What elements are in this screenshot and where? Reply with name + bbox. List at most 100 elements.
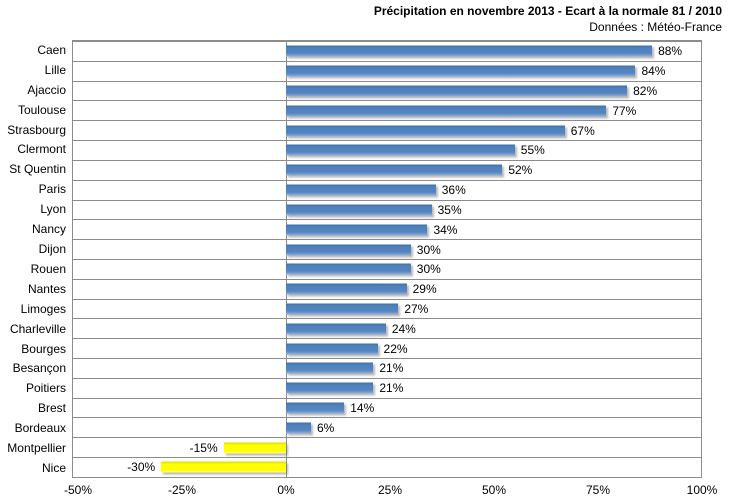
bar-brest [286,402,345,414]
x-tick-neg25pct: -25% [167,483,197,497]
x-tick-100pct: 100% [686,483,718,497]
category-label-st-quentin: St Quentin [9,162,66,177]
bar-limoges [286,303,399,315]
category-label-poitiers: Poitiers [25,381,66,396]
chart-row-nice: -30% [73,457,701,477]
category-label-brest: Brest [37,401,66,416]
bar-nancy [286,224,428,236]
category-label-dijon: Dijon [38,242,66,257]
x-tick-25pct: 25% [377,483,403,497]
value-axis-labels: -50% -25% 0% 25% 50% 75% 100% [0,483,730,499]
value-label-limoges: 27% [404,301,429,316]
bar-st-quentin [286,164,503,176]
value-label-lille: 84% [641,64,666,79]
category-label-rouen: Rouen [30,261,66,276]
bar-ajaccio [286,85,628,97]
category-label-charleville: Charleville [9,321,66,336]
bar-nice [161,461,286,473]
chart-row-strasbourg: 67% [73,120,701,140]
category-label-nice: Nice [41,460,66,475]
value-label-rouen: 30% [416,262,441,277]
value-label-clermont: 55% [520,143,545,158]
bar-rouen [286,263,411,275]
chart-row-lille: 84% [73,60,701,81]
bar-paris [286,184,436,196]
category-label-bordeaux: Bordeaux [14,421,66,436]
x-tick-0pct: 0% [277,483,295,497]
chart-row-lyon: 35% [73,199,701,220]
chart-title-block: Précipitation en novembre 2013 - Ecart à… [374,3,722,35]
category-label-clermont: Clermont [17,142,66,157]
value-label-nice: -30% [127,460,156,475]
value-label-charleville: 24% [391,321,416,336]
category-label-nantes: Nantes [27,281,66,296]
chart-row-limoges: 27% [73,298,701,319]
bar-bordeaux [286,422,311,434]
bar-strasbourg [286,125,565,137]
value-label-caen: 88% [658,44,683,59]
bar-poitiers [286,382,374,394]
value-label-lyon: 35% [437,202,462,217]
value-label-nancy: 34% [433,222,458,237]
category-label-nancy: Nancy [31,222,66,237]
value-label-dijon: 30% [416,242,441,257]
chart-title: Précipitation en novembre 2013 - Ecart à… [373,4,722,18]
chart-row-caen: 88% [73,41,701,61]
chart-row-paris: 36% [73,179,701,200]
value-label-st-quentin: 52% [508,163,533,178]
chart-row-brest: 14% [73,397,701,418]
value-label-brest: 14% [350,401,375,416]
bar-clermont [286,144,515,156]
category-label-strasbourg: Strasbourg [7,122,66,137]
bar-lyon [286,204,432,216]
chart-row-charleville: 24% [73,318,701,338]
chart-row-besan-on: 21% [73,358,701,378]
value-label-bourges: 22% [383,341,408,356]
x-tick-50pct: 50% [481,483,507,497]
value-label-toulouse: 77% [612,103,637,118]
chart-row-nantes: 29% [73,278,701,299]
bar-montpellier [223,442,286,454]
chart-row-st-quentin: 52% [73,159,701,180]
category-label-caen: Caen [37,42,66,57]
category-label-paris: Paris [38,182,66,197]
bar-lille [286,65,636,77]
category-label-limoges: Limoges [20,301,66,316]
category-axis-labels: Caen Lille Ajaccio Toulouse Strasbourg Clermo… [0,40,66,478]
chart-row-bourges: 22% [73,338,701,358]
value-label-montpellier: -15% [189,440,218,455]
plot-area: 88% 84% 82% 77% 67% 55% 52% 36% 35% 34% 30% 30% 29% 2… [72,40,702,478]
bar-bourges [286,343,378,355]
bar-caen [286,45,653,57]
category-label-lyon: Lyon [40,202,66,217]
bar-toulouse [286,105,607,117]
x-tick-75pct: 75% [585,483,611,497]
value-label-paris: 36% [441,183,466,198]
bar-dijon [286,244,411,256]
value-label-besan-on: 21% [379,361,404,376]
chart-subtitle: Données : Météo-France [589,20,722,34]
category-label-toulouse: Toulouse [17,102,66,117]
value-label-ajaccio: 82% [633,84,658,99]
chart-row-rouen: 30% [73,258,701,279]
category-label-lille: Lille [44,62,66,77]
value-label-strasbourg: 67% [570,123,595,138]
bar-besan-on [286,362,374,374]
chart-row-dijon: 30% [73,239,701,259]
bar-nantes [286,283,407,295]
category-label-besan-on: Besançon [12,361,66,376]
value-label-bordeaux: 6% [316,420,335,435]
category-label-ajaccio: Ajaccio [27,82,66,97]
chart-row-ajaccio: 82% [73,80,701,101]
chart-row-montpellier: -15% [73,437,701,457]
chart-row-nancy: 34% [73,219,701,239]
category-label-bourges: Bourges [21,341,66,356]
zero-axis-line [286,41,287,477]
chart-row-toulouse: 77% [73,100,701,120]
bar-charleville [286,323,386,335]
value-label-nantes: 29% [412,282,437,297]
x-tick-neg50pct: -50% [63,483,93,497]
value-label-poitiers: 21% [379,381,404,396]
category-label-montpellier: Montpellier [7,441,66,456]
chart-row-bordeaux: 6% [73,417,701,437]
